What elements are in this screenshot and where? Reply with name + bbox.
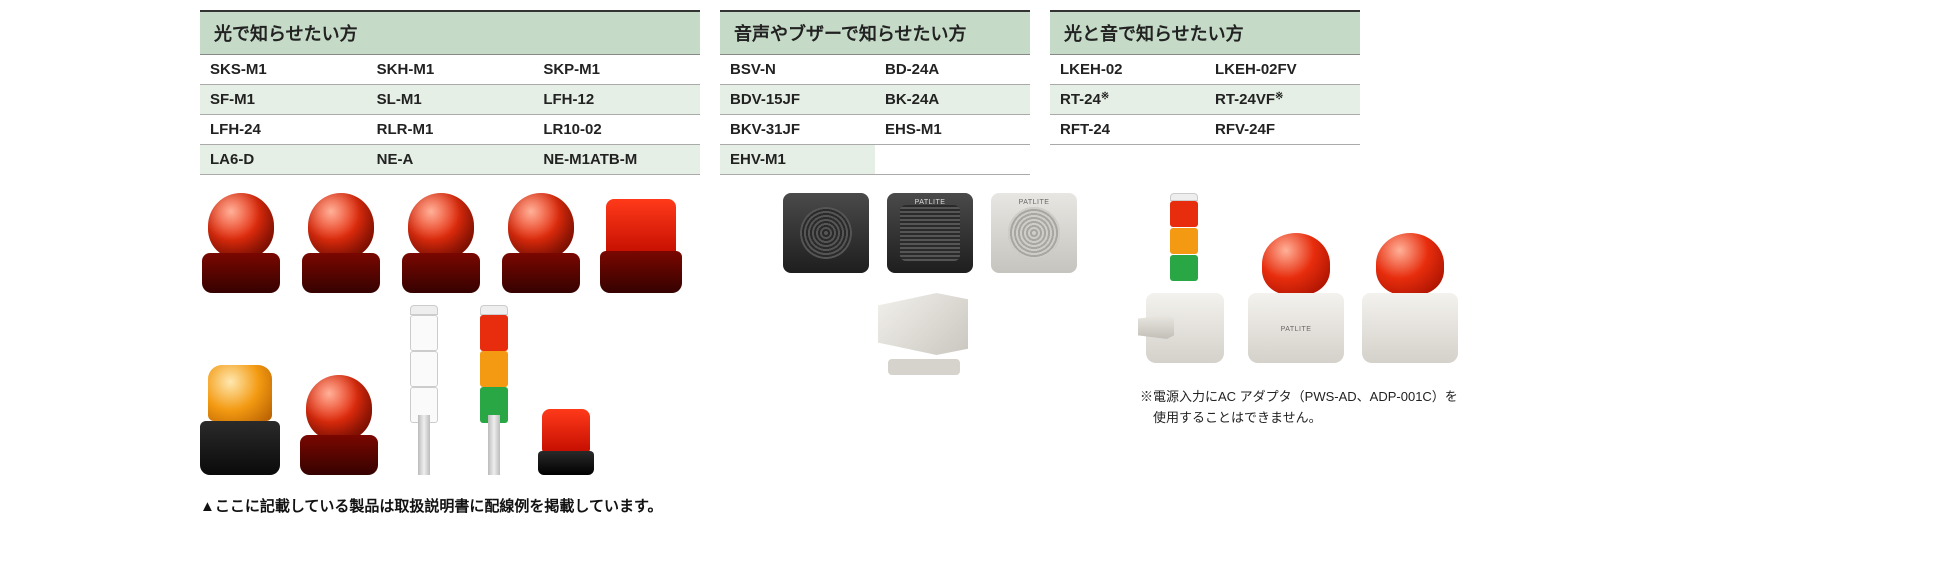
- model-cell: LKEH-02FV: [1205, 55, 1360, 85]
- speaker-round-light-icon: PATLITE: [991, 193, 1077, 273]
- beacon-red-icon: [400, 193, 482, 293]
- products-area: ▲ここに記載している製品は取扱説明書に配線例を掲載しています。 PATLITE …: [200, 193, 1850, 516]
- section-light-cells: SKS-M1SKH-M1SKP-M1 SF-M1SL-M1LFH-12 LFH-24…: [200, 55, 700, 175]
- model-cell: SKP-M1: [533, 55, 700, 85]
- section-both: 光と音で知らせたい方 LKEH-02LKEH-02FVRT-24※RT-24VF…: [1050, 10, 1360, 175]
- beacon-red-icon: [300, 193, 382, 293]
- model-cell: RFV-24F: [1205, 115, 1360, 145]
- model-cell: LFH-24: [200, 115, 367, 145]
- model-cell: NE-A: [367, 145, 534, 175]
- model-cell: SKH-M1: [367, 55, 534, 85]
- model-cell: EHS-M1: [875, 115, 1030, 145]
- light-products-row-2: [200, 305, 720, 475]
- horn-speaker-icon: [870, 285, 990, 375]
- model-cell: NE-M1ATB-M: [533, 145, 700, 175]
- model-cell: RLR-M1: [367, 115, 534, 145]
- beacon-red-icon: [200, 193, 282, 293]
- beacon-red-icon: [298, 375, 380, 475]
- model-cell: LA6-D: [200, 145, 367, 175]
- speaker-square-dark-icon: PATLITE: [887, 193, 973, 273]
- model-cell: [875, 145, 1030, 175]
- section-sound-cells: BSV-NBD-24ABDV-15JFBK-24ABKV-31JFEHS-M1E…: [720, 55, 1030, 175]
- brand-label: PATLITE: [915, 199, 946, 206]
- bottom-footnote: ▲ここに記載している製品は取扱説明書に配線例を掲載しています。: [200, 495, 720, 516]
- model-cell: RT-24VF※: [1205, 85, 1360, 115]
- beacon-with-speaker-icon: [1362, 233, 1458, 363]
- model-cell: BK-24A: [875, 85, 1030, 115]
- signal-tower-rgb-icon: [468, 305, 520, 475]
- model-cell: LFH-12: [533, 85, 700, 115]
- both-products-row-1: PATLITE: [1140, 193, 1500, 363]
- light-products: ▲ここに記載している製品は取扱説明書に配線例を掲載しています。: [200, 193, 720, 516]
- section-sound-header: 音声やブザーで知らせたい方: [720, 10, 1030, 55]
- model-cell: SL-M1: [367, 85, 534, 115]
- brand-label: PATLITE: [1281, 326, 1312, 333]
- model-cell: BSV-N: [720, 55, 875, 85]
- sections-container: 光で知らせたい方 SKS-M1SKH-M1SKP-M1 SF-M1SL-M1LFH…: [200, 10, 1850, 175]
- model-cell: RFT-24: [1050, 115, 1205, 145]
- flat-red-light-icon: [600, 199, 682, 293]
- speaker-round-dark-icon: [783, 193, 869, 273]
- sound-products: PATLITE PATLITE: [760, 193, 1100, 516]
- section-both-header: 光と音で知らせたい方: [1050, 10, 1360, 55]
- section-light: 光で知らせたい方 SKS-M1SKH-M1SKP-M1 SF-M1SL-M1LFH…: [200, 10, 700, 175]
- model-cell: BKV-31JF: [720, 115, 875, 145]
- model-cell: BDV-15JF: [720, 85, 875, 115]
- sound-products-row-2: [760, 285, 1100, 375]
- model-cell: EHV-M1: [720, 145, 875, 175]
- model-cell: LKEH-02: [1050, 55, 1205, 85]
- section-both-cells: LKEH-02LKEH-02FVRT-24※RT-24VF※RFT-24RFV-…: [1050, 55, 1360, 145]
- model-cell: RT-24※: [1050, 85, 1205, 115]
- model-cell: BD-24A: [875, 55, 1030, 85]
- signal-tower-white-icon: [398, 305, 450, 475]
- light-products-row-1: [200, 193, 720, 293]
- model-cell: SF-M1: [200, 85, 367, 115]
- beacon-with-speaker-icon: PATLITE: [1248, 233, 1344, 363]
- model-cell: SKS-M1: [200, 55, 367, 85]
- small-red-light-icon: [538, 409, 594, 475]
- section-light-header: 光で知らせたい方: [200, 10, 700, 55]
- octagon-amber-light-icon: [200, 365, 280, 475]
- tower-with-horn-icon: [1140, 193, 1230, 363]
- beacon-red-icon: [500, 193, 582, 293]
- model-cell: LR10-02: [533, 115, 700, 145]
- both-footnote: ※電源入力にAC アダプタ（PWS-AD、ADP-001C）を 使用することはで…: [1140, 387, 1500, 429]
- section-sound: 音声やブザーで知らせたい方 BSV-NBD-24ABDV-15JFBK-24AB…: [720, 10, 1030, 175]
- sound-products-row-1: PATLITE PATLITE: [760, 193, 1100, 273]
- both-products: PATLITE ※電源入力にAC アダプタ（PWS-AD、ADP-001C）を …: [1140, 193, 1500, 516]
- brand-label: PATLITE: [1019, 199, 1050, 206]
